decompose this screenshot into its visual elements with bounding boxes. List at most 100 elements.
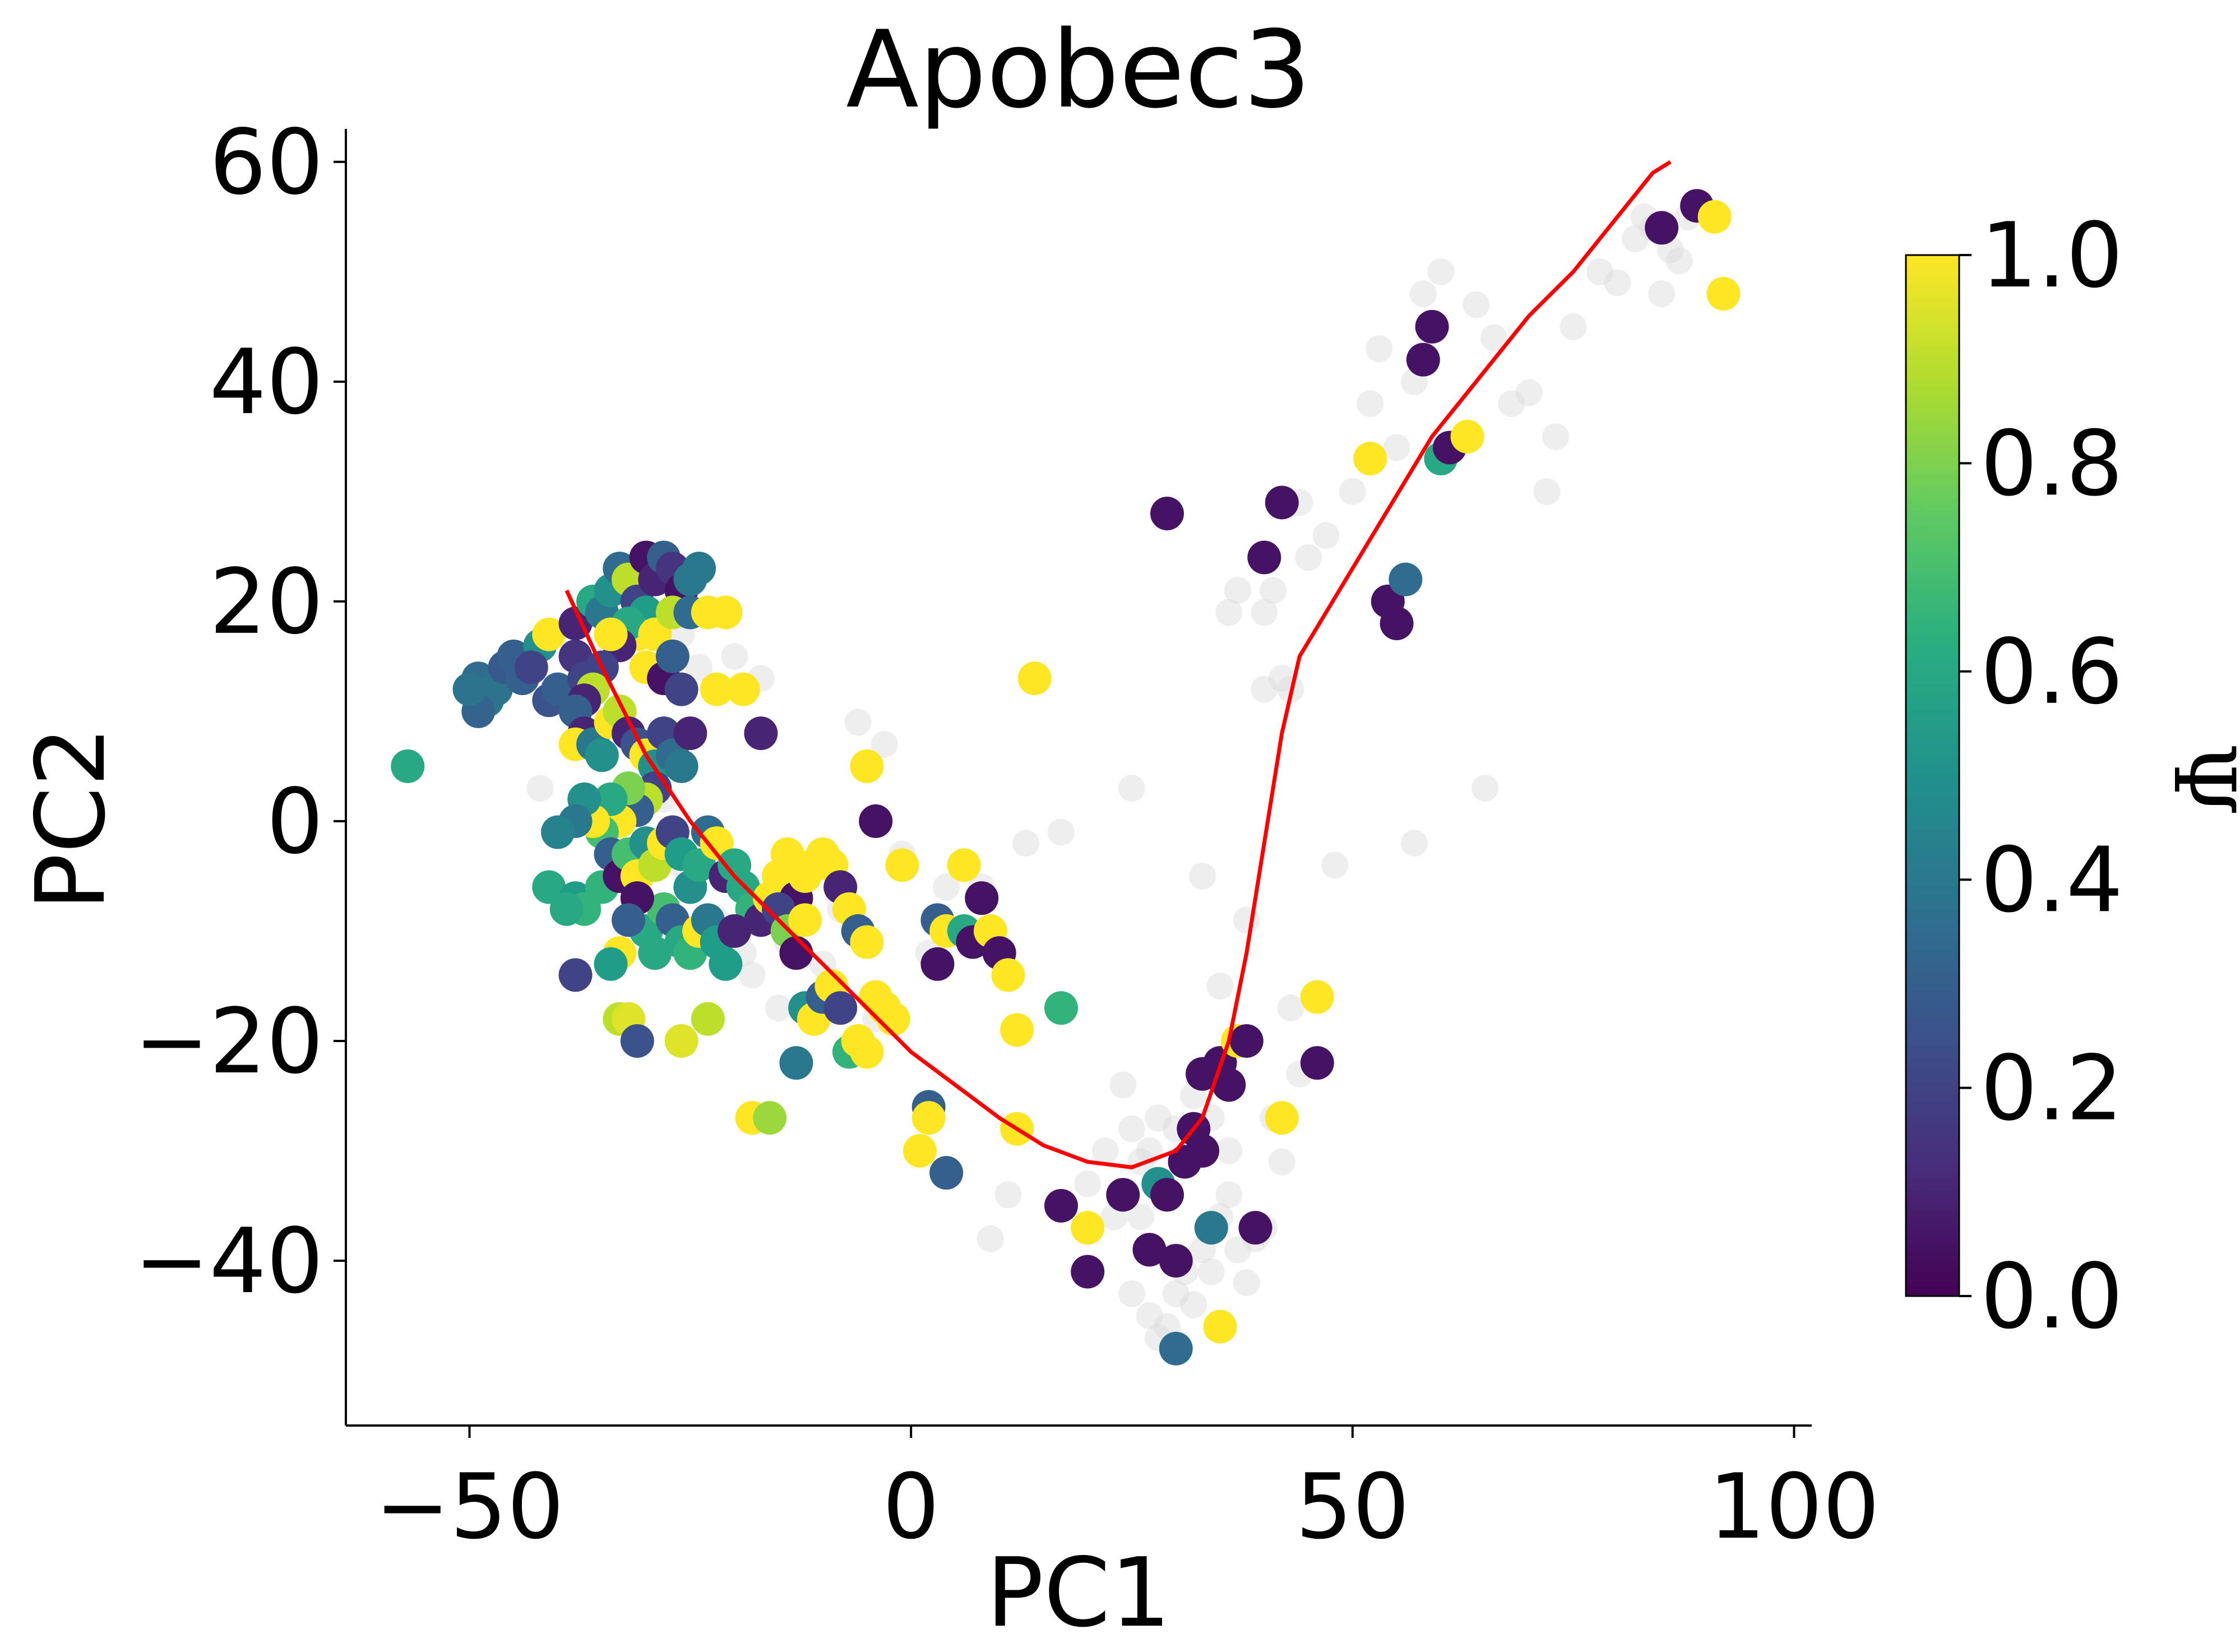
background-point [994, 1181, 1022, 1209]
y-tick-label: −20 [134, 989, 323, 1094]
colorbar-gradient [1905, 254, 1960, 1297]
y-tick-label: 0 [266, 769, 323, 874]
data-point [1706, 277, 1741, 311]
background-point [686, 654, 713, 681]
data-point [664, 672, 698, 706]
data-point [1247, 540, 1281, 575]
data-point [612, 903, 646, 937]
background-point [1542, 423, 1570, 450]
background-point [1366, 335, 1393, 363]
background-point [1260, 577, 1287, 604]
x-tick-label: 100 [1709, 1454, 1880, 1559]
data-point [859, 804, 893, 838]
background-point [1118, 775, 1146, 802]
background-point [1233, 906, 1260, 934]
background-point [738, 961, 766, 989]
background-point [1295, 544, 1322, 571]
colorbar-tick-label: 0.0 [1980, 1244, 2123, 1349]
colorbar-tick-label: 0.4 [1980, 827, 2123, 932]
data-point [1203, 1309, 1237, 1344]
data-point [1353, 442, 1387, 476]
background-point [1648, 280, 1676, 308]
background-point [1604, 269, 1631, 297]
data-point [691, 595, 725, 630]
x-tick-label: 0 [882, 1454, 939, 1559]
data-point [620, 1024, 654, 1058]
data-point [1406, 343, 1440, 377]
data-point [1238, 1211, 1272, 1245]
background-point [1215, 1181, 1243, 1209]
background-point [526, 775, 554, 802]
data-point [726, 672, 760, 706]
data-point [514, 650, 548, 684]
data-point [850, 925, 884, 959]
background-point [1233, 1269, 1260, 1297]
data-point [1415, 309, 1449, 344]
y-axis-label: PC2 [16, 726, 127, 910]
colorbar-tick-label: 0.6 [1980, 619, 2123, 724]
data-point [744, 716, 778, 751]
background-point [1162, 1280, 1190, 1307]
data-point [850, 749, 884, 783]
data-point [1229, 1024, 1264, 1058]
background-point [1401, 830, 1428, 857]
data-point [709, 947, 743, 981]
background-point [1321, 852, 1349, 879]
data-point [594, 947, 628, 981]
data-point [929, 1156, 964, 1190]
data-point [664, 749, 698, 783]
data-point [1389, 562, 1423, 596]
y-tick-label: 40 [209, 330, 323, 434]
background-point [1224, 577, 1252, 604]
data-point [1106, 1178, 1140, 1212]
x-tick-label: −50 [375, 1454, 564, 1559]
data-point [885, 848, 919, 882]
data-point [664, 1024, 698, 1058]
y-axis-ticks: −40 −20 0 20 40 60 [134, 110, 346, 1313]
data-point [700, 672, 734, 706]
data-point [1300, 980, 1334, 1014]
background-point [1533, 478, 1561, 505]
data-point [903, 1133, 937, 1168]
data-point [1194, 1211, 1228, 1245]
background-point [721, 642, 748, 670]
data-point [594, 617, 628, 651]
data-point [1044, 991, 1078, 1025]
x-tick-label: 50 [1295, 1454, 1410, 1559]
data-point [1044, 1188, 1078, 1223]
data-point [682, 552, 716, 586]
background-point [1463, 291, 1490, 318]
background-point [1206, 972, 1234, 999]
data-point [532, 617, 566, 651]
background-point [1586, 258, 1613, 285]
background-point [1012, 830, 1039, 857]
data-point [779, 1046, 813, 1080]
data-point [558, 958, 593, 992]
data-point [1265, 485, 1299, 520]
background-point [1197, 1258, 1225, 1285]
background-point [1498, 390, 1525, 418]
data-point [876, 1002, 910, 1036]
y-tick-label: 60 [209, 110, 323, 215]
data-points [391, 189, 1741, 1366]
background-point [1268, 665, 1295, 692]
data-point [391, 749, 425, 783]
background-point [1136, 1302, 1163, 1329]
background-point [1480, 324, 1507, 351]
data-point [691, 1002, 725, 1036]
colorbar-tick-label: 1.0 [1980, 203, 2123, 308]
data-point [1150, 1178, 1184, 1212]
data-point [549, 892, 584, 926]
data-point [541, 815, 575, 849]
background-point [933, 873, 960, 901]
background-point [1189, 862, 1216, 890]
background-point [1312, 522, 1340, 549]
background-point [1665, 247, 1693, 275]
background-points [526, 203, 1702, 1352]
data-point [753, 1101, 787, 1135]
background-point [1277, 994, 1304, 1022]
data-point [1450, 419, 1484, 454]
data-point [1212, 1068, 1246, 1102]
background-point [1215, 1137, 1243, 1164]
